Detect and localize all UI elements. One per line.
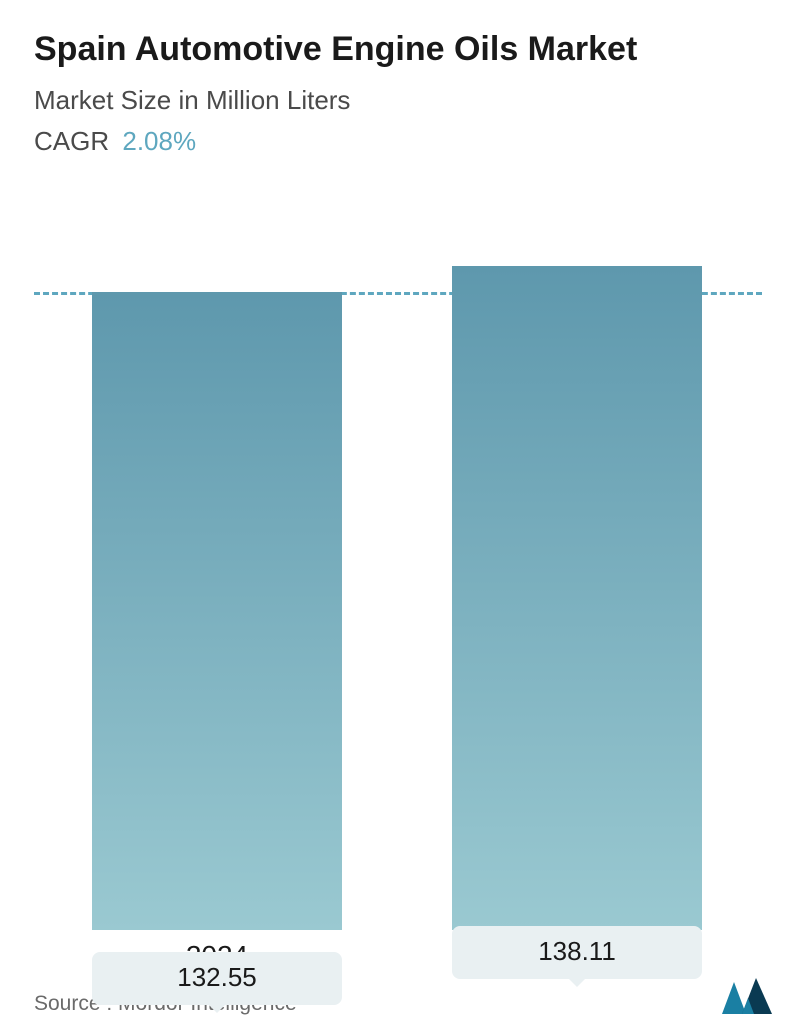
cagr-label: CAGR: [34, 126, 109, 156]
chart-title: Spain Automotive Engine Oils Market: [34, 28, 762, 71]
chart-area: 132.55 138.11: [34, 210, 762, 930]
bar-2024: [92, 292, 342, 930]
cagr-line: CAGR 2.08%: [34, 126, 762, 157]
value-pill-2024: 132.55: [92, 952, 342, 1005]
chart-subtitle: Market Size in Million Liters: [34, 85, 762, 116]
brand-logo-icon: [720, 976, 776, 1016]
value-pill-2026: 138.11: [452, 926, 702, 979]
cagr-value: 2.08%: [122, 126, 196, 156]
bar-2026: [452, 266, 702, 930]
